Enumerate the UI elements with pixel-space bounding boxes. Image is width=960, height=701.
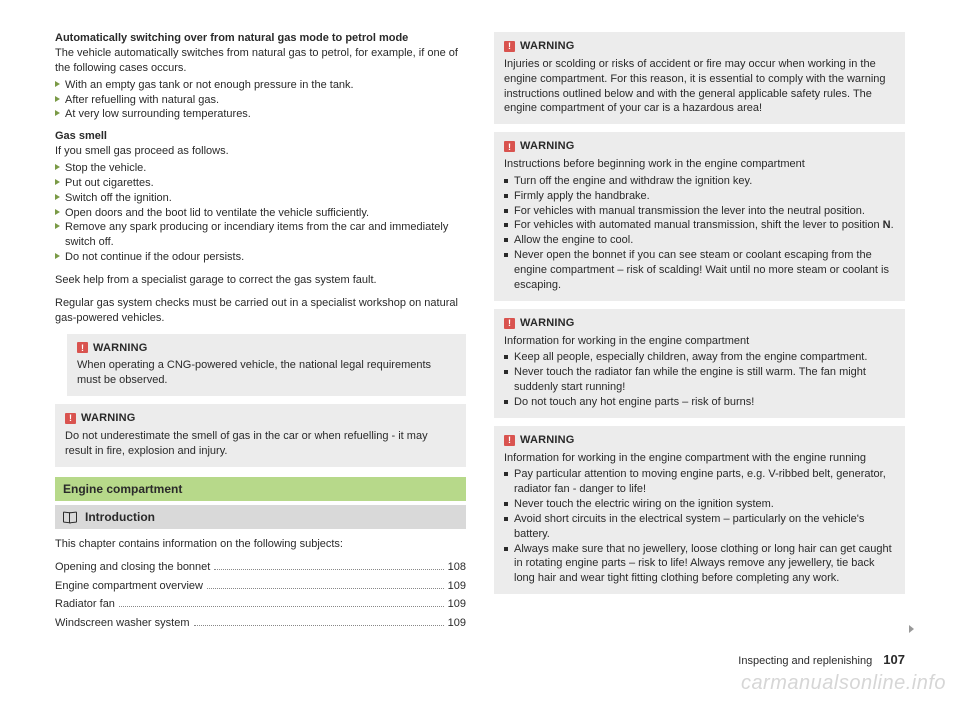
toc-label: Windscreen washer system [55,615,190,632]
toc-leader [119,606,444,607]
toc-label: Engine compartment overview [55,578,203,595]
toc-intro: This chapter contains information on the… [55,537,466,552]
toc-page: 109 [448,578,466,595]
footer-page-number: 107 [883,652,905,667]
intro-label: Introduction [85,510,155,524]
auto-switch-intro: The vehicle automatically switches from … [55,46,466,76]
list-item: Put out cigarettes. [55,176,466,191]
list-item: After refuelling with natural gas. [55,93,466,108]
warning-text: When operating a CNG-powered vehicle, th… [77,358,456,388]
warning-box-cng: ! WARNING When operating a CNG-powered v… [67,334,466,397]
footer-section: Inspecting and replenishing [738,655,872,667]
warning-box-smell: ! WARNING Do not underestimate the smell… [55,404,466,467]
toc-row: Opening and closing the bonnet 108 [55,559,466,576]
list-item: Allow the engine to cool. [504,233,895,248]
warning-label: WARNING [520,316,575,331]
warning-icon: ! [504,141,515,152]
list-item: Stop the vehicle. [55,161,466,176]
toc-row: Windscreen washer system 109 [55,615,466,632]
warning-box-2: ! WARNING Instructions before beginning … [494,132,905,300]
section-heading-intro: Introduction [55,505,466,529]
list-item: Remove any spark producing or incendiary… [55,220,466,250]
right-column: ! WARNING Injuries or scolding or risks … [494,32,905,633]
toc-row: Radiator fan 109 [55,596,466,613]
left-column: Automatically switching over from natura… [55,32,466,633]
warning-intro: Information for working in the engine co… [504,451,895,466]
warning-header: ! WARNING [77,341,456,356]
list-item: Pay particular attention to moving engin… [504,467,895,497]
gas-smell-intro: If you smell gas proceed as follows. [55,144,466,159]
warning-label: WARNING [81,411,136,426]
toc-leader [207,588,444,589]
list-item: Keep all people, especially children, aw… [504,350,895,365]
toc-page: 109 [448,596,466,613]
t: For vehicles with automated manual trans… [514,219,883,231]
warning-text: Injuries or scolding or risks of acciden… [504,57,895,116]
warning-label: WARNING [520,433,575,448]
auto-switch-list: With an empty gas tank or not enough pre… [55,78,466,123]
toc-page: 109 [448,615,466,632]
toc-row: Engine compartment overview 109 [55,578,466,595]
warning-icon: ! [504,318,515,329]
list-item: Open doors and the boot lid to ventilate… [55,206,466,221]
list-item: At very low surrounding temperatures. [55,107,466,122]
toc-page: 108 [448,559,466,576]
t: . [891,219,894,231]
list-item: Switch off the ignition. [55,191,466,206]
warning-box-1: ! WARNING Injuries or scolding or risks … [494,32,905,124]
toc: Opening and closing the bonnet 108 Engin… [55,559,466,631]
toc-leader [214,569,443,570]
gas-smell-outro-2: Regular gas system checks must be carrie… [55,296,466,326]
gas-smell-heading: Gas smell [55,130,466,142]
auto-switch-heading: Automatically switching over from natura… [55,32,466,44]
warning-header: ! WARNING [504,139,895,154]
warning-header: ! WARNING [504,316,895,331]
t-bold: N [883,219,891,231]
warning-header: ! WARNING [504,39,895,54]
toc-leader [194,625,444,626]
warning-label: WARNING [93,341,148,356]
gas-smell-outro-1: Seek help from a specialist garage to co… [55,273,466,288]
list-item: For vehicles with automated manual trans… [504,218,895,233]
warning-icon: ! [504,41,515,52]
list-item: With an empty gas tank or not enough pre… [55,78,466,93]
warning-box-3: ! WARNING Information for working in the… [494,309,905,418]
book-icon [63,512,77,522]
warning-header: ! WARNING [504,433,895,448]
list-item: Always make sure that no jewellery, loos… [504,542,895,587]
watermark: carmanualsonline.info [741,672,946,695]
toc-label: Radiator fan [55,596,115,613]
warning-icon: ! [504,435,515,446]
list-item: For vehicles with manual transmission th… [504,204,895,219]
warning-icon: ! [77,342,88,353]
warning-intro: Information for working in the engine co… [504,334,895,349]
warning-label: WARNING [520,39,575,54]
list-item: Never touch the radiator fan while the e… [504,365,895,395]
warning-text: Do not underestimate the smell of gas in… [65,429,456,459]
list-item: Never open the bonnet if you can see ste… [504,248,895,293]
section-heading-engine: Engine compartment [55,477,466,501]
continuation-arrow-icon [909,625,914,633]
page: Automatically switching over from natura… [0,0,960,658]
warning-icon: ! [65,413,76,424]
list-item: Never touch the electric wiring on the i… [504,497,895,512]
list-item: Firmly apply the handbrake. [504,189,895,204]
list-item: Do not continue if the odour persists. [55,250,466,265]
warning-box-4: ! WARNING Information for working in the… [494,426,905,594]
page-footer: Inspecting and replenishing 107 [738,652,905,667]
toc-label: Opening and closing the bonnet [55,559,210,576]
gas-smell-list: Stop the vehicle. Put out cigarettes. Sw… [55,161,466,265]
list-item: Turn off the engine and withdraw the ign… [504,174,895,189]
warning-label: WARNING [520,139,575,154]
list-item: Avoid short circuits in the electrical s… [504,512,895,542]
warning-header: ! WARNING [65,411,456,426]
warning-intro: Instructions before beginning work in th… [504,157,895,172]
list-item: Do not touch any hot engine parts – risk… [504,395,895,410]
